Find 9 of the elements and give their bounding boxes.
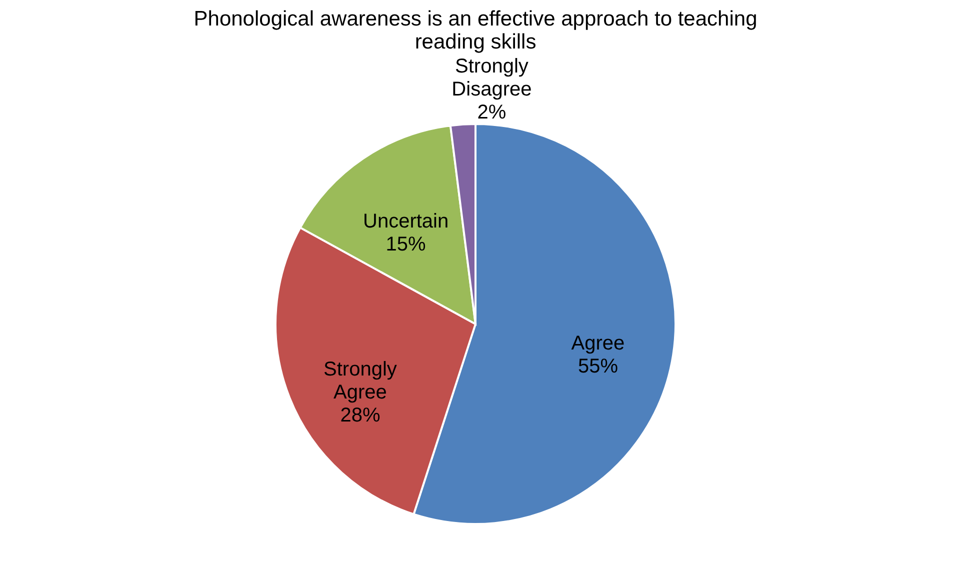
data-label: 15% — [386, 233, 426, 256]
slice-label: Strongly Agree — [324, 358, 397, 404]
data-label: 2% — [477, 102, 506, 124]
slice-label: Agree — [571, 332, 625, 354]
chart-title: Phonological awareness is an effective approach to teaching reading skills — [194, 8, 758, 54]
data-label: 55% — [578, 355, 618, 378]
slice-label: Strongly Disagree — [452, 56, 532, 101]
slice-label: Uncertain — [362, 210, 449, 232]
data-label: 28% — [340, 404, 380, 427]
